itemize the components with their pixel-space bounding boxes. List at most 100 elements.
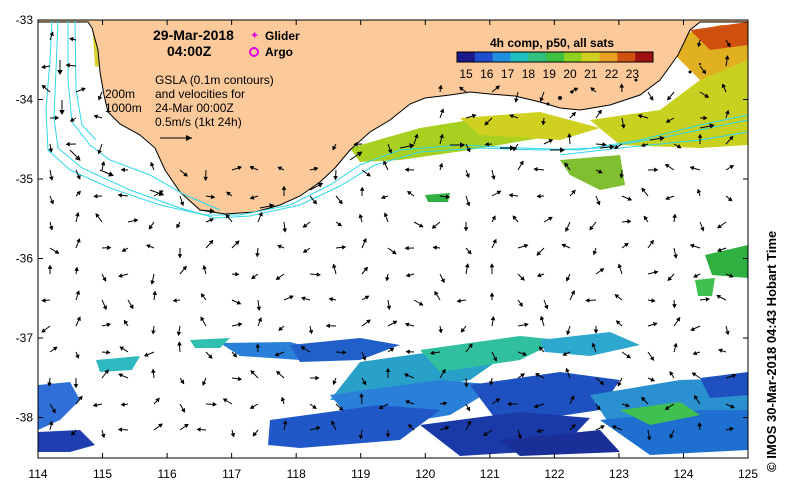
colorbar-title: 4h comp, p50, all sats <box>490 36 614 50</box>
velocity-arrowhead <box>667 95 672 101</box>
velocity-arrowhead <box>280 396 286 402</box>
velocity-arrowhead <box>123 319 129 325</box>
velocity-arrowhead <box>74 266 79 272</box>
velocity-arrowhead <box>49 31 54 37</box>
velocity-arrowhead <box>570 395 575 401</box>
velocity-arrowhead <box>466 406 470 412</box>
velocity-arrowhead <box>183 172 188 177</box>
velocity-arrowhead <box>129 304 134 310</box>
velocity-arrowhead <box>237 322 243 327</box>
longitude-labels: 114 115 116 117 118 119 120 121 122 123 124 125 <box>28 467 758 481</box>
latitude-labels: -33 -34 -35 -36 -37 -38 <box>16 13 34 425</box>
velocity-arrowhead <box>53 346 58 351</box>
velocity-arrowhead <box>331 420 336 425</box>
velocity-arrowhead <box>151 330 156 335</box>
velocity-arrowhead <box>565 227 570 233</box>
velocity-arrowhead <box>518 302 523 307</box>
velocity-arrowhead <box>41 64 46 70</box>
velocity-arrowhead <box>274 352 280 357</box>
velocity-arrowhead <box>275 275 281 281</box>
velocity-arrowhead <box>133 218 139 223</box>
velocity-arrowhead <box>97 149 102 155</box>
velocity-arrowhead <box>491 215 496 221</box>
velocity-arrowhead <box>358 213 364 219</box>
sst-patch-119 <box>425 193 450 202</box>
velocity-arrowhead <box>249 165 255 171</box>
velocity-arrowhead <box>544 304 549 310</box>
velocity-arrowhead <box>200 293 206 298</box>
velocity-arrowhead <box>75 354 80 359</box>
velocity-arrowhead <box>571 189 576 195</box>
velocity-arrowhead <box>439 108 445 113</box>
velocity-arrowhead <box>65 63 70 68</box>
velocity-arrowhead <box>535 373 540 378</box>
velocity-arrowhead <box>69 117 75 122</box>
current-arrowhead <box>158 190 165 197</box>
velocity-arrowhead <box>653 270 659 275</box>
velocity-arrowhead <box>495 398 501 403</box>
velocity-arrowhead <box>676 316 681 322</box>
velocity-arrowhead <box>118 373 123 378</box>
colorbar-tick-label: 18 <box>522 67 536 81</box>
velocity-arrowhead <box>598 169 603 174</box>
velocity-arrowhead <box>366 319 371 324</box>
velocity-arrowhead <box>150 161 155 167</box>
argo-label: Argo <box>265 45 293 59</box>
copyright-symbol: © <box>764 462 779 472</box>
velocity-arrowhead <box>443 401 448 406</box>
velocity-arrowhead <box>302 248 308 253</box>
velocity-arrowhead <box>333 175 338 181</box>
velocity-arrowhead <box>76 175 81 180</box>
velocity-arrowhead <box>533 166 538 172</box>
velocity-arrowhead <box>313 166 319 172</box>
current-arrowhead <box>59 110 65 116</box>
velocity-arrowhead <box>41 84 47 90</box>
velocity-arrowhead <box>718 348 723 353</box>
velocity-arrowhead <box>617 382 622 387</box>
velocity-arrowhead <box>689 243 695 249</box>
velocity-arrowhead <box>444 425 450 431</box>
velocity-arrowhead <box>571 423 576 429</box>
gsla-line-3: 24-Mar 00:00Z <box>155 101 234 115</box>
velocity-arrowhead <box>47 264 53 269</box>
velocity-arrowhead <box>665 118 671 123</box>
sst-swath-south-6 <box>190 338 230 348</box>
velocity-arrowhead <box>172 298 178 303</box>
velocity-arrowhead <box>107 245 112 251</box>
gsla-line-4: 0.5m/s (1kt 24h) <box>155 115 242 129</box>
velocity-arrowhead <box>690 326 696 331</box>
map-frame <box>37 19 749 459</box>
lat-tick-label: -36 <box>16 252 34 266</box>
islands <box>546 63 701 106</box>
lat-tick-label: -34 <box>16 93 34 107</box>
velocity-arrowhead <box>619 174 624 179</box>
sst-swath-south-15 <box>600 410 748 455</box>
velocity-arrowhead <box>536 251 542 256</box>
lat-tick-label: -33 <box>16 13 34 27</box>
glider-label: Glider <box>265 29 300 43</box>
sst-swath-south-1 <box>38 382 80 430</box>
lon-tick-label: 118 <box>287 467 306 481</box>
velocity-arrowhead <box>489 381 494 386</box>
velocity-arrowhead <box>727 196 733 202</box>
colorbar-segment <box>528 52 547 62</box>
velocity-arrowhead <box>507 401 512 407</box>
lat-tick-label: -38 <box>16 411 34 425</box>
velocity-arrowhead <box>76 238 81 243</box>
current-arrowhead <box>356 151 363 157</box>
velocity-arrowhead <box>693 273 698 278</box>
lon-tick-label: 123 <box>609 467 629 481</box>
colorbar-segment <box>492 52 511 62</box>
velocity-arrowhead <box>705 297 711 302</box>
colorbar-tick-labels: 15 16 17 18 19 20 21 22 23 <box>459 67 639 81</box>
velocity-arrowhead <box>338 406 344 411</box>
velocity-arrowhead <box>571 111 577 117</box>
velocity-arrowhead <box>75 211 80 217</box>
velocity-arrowhead <box>434 290 439 296</box>
velocity-arrowhead <box>358 434 364 440</box>
sst-swath-south-18 <box>500 430 620 456</box>
velocity-arrowhead <box>73 384 79 389</box>
velocity-arrowhead <box>548 216 553 221</box>
velocity-arrowhead <box>649 356 655 361</box>
velocity-arrowhead <box>471 113 477 119</box>
